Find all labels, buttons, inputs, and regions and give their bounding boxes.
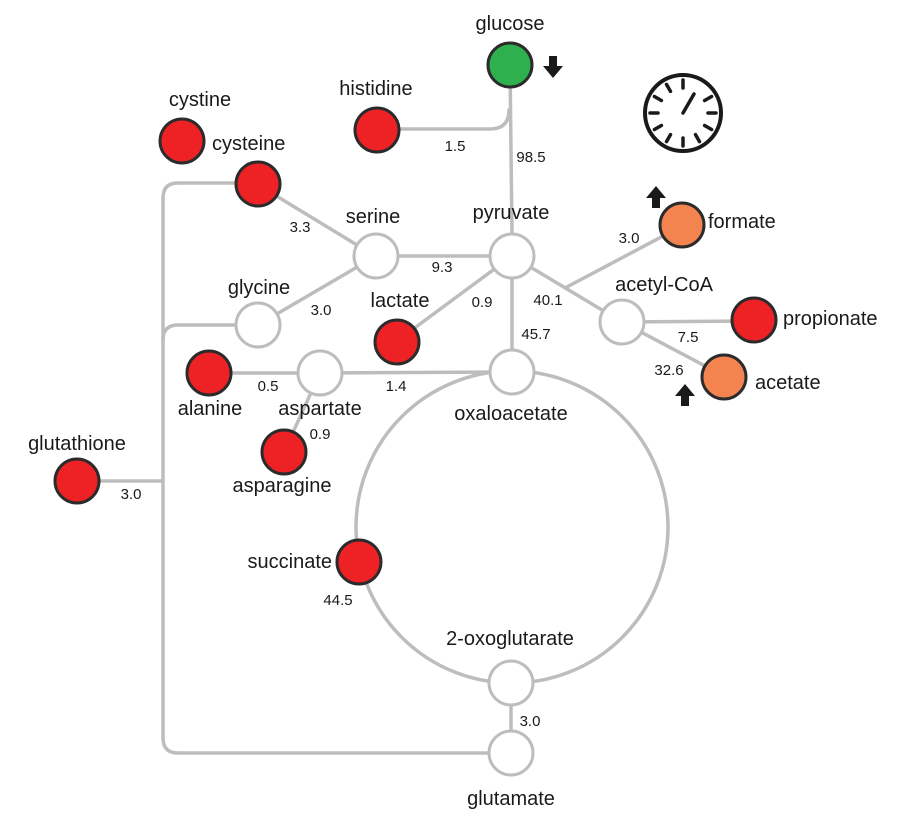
node-acetate[interactable] [700, 353, 748, 401]
flux-oxoglutarate-glutamate: 3.0 [520, 713, 541, 730]
node-oxoglutarate[interactable] [487, 659, 535, 707]
flux-lactate-pyruvate: 0.9 [472, 294, 493, 311]
node-succinate[interactable] [335, 538, 383, 586]
node-oxaloacetate[interactable] [488, 348, 536, 396]
flux-serine-pyruvate: 9.3 [432, 259, 453, 276]
node-glutamate[interactable] [487, 729, 535, 777]
node-cystine[interactable] [158, 117, 206, 165]
arrow-up-icon [646, 186, 666, 208]
node-acetyl-coa[interactable] [598, 298, 646, 346]
node-glucose[interactable] [486, 41, 534, 89]
edge-glutamate-glutathione-loop [161, 181, 513, 755]
label-aspartate: aspartate [278, 398, 361, 420]
flux-succinate: 44.5 [323, 592, 352, 609]
label-lactate: lactate [371, 290, 430, 312]
flux-values: 1.5 98.5 3.3 9.3 3.0 3.0 0.9 40.1 45.7 7… [121, 138, 699, 730]
metabolite-labels: glucose histidine cystine cysteine serin… [28, 13, 877, 810]
label-oxaloacetate: oxaloacetate [454, 403, 567, 425]
flux-glutathione-glutamate: 3.0 [121, 486, 142, 503]
arrow-down-icon [543, 56, 563, 78]
label-pyruvate: pyruvate [473, 202, 550, 224]
label-succinate: succinate [248, 551, 333, 573]
flux-pyruvate-oxaloacetate: 45.7 [521, 326, 550, 343]
flux-acetyl-coa-acetate: 32.6 [654, 362, 683, 379]
arrow-up-icon [675, 384, 695, 406]
node-asparagine[interactable] [260, 428, 308, 476]
label-acetate: acetate [755, 372, 821, 394]
label-formate: formate [708, 211, 776, 233]
edge-histidine-pyruvate [375, 108, 511, 131]
edge-lactate-pyruvate [395, 254, 514, 343]
stopwatch-icon [643, 73, 723, 153]
flux-cysteine-serine: 3.3 [290, 219, 311, 236]
node-serine[interactable] [352, 232, 400, 280]
label-alanine: alanine [178, 398, 243, 420]
label-serine: serine [346, 206, 400, 228]
label-glutathione: glutathione [28, 433, 126, 455]
direction-arrows [543, 56, 695, 406]
metabolite-nodes [53, 41, 778, 777]
flux-histidine-pyruvate: 1.5 [445, 138, 466, 155]
node-glutathione[interactable] [53, 457, 101, 505]
label-asparagine: asparagine [233, 475, 332, 497]
edge-glycine-branch [161, 323, 260, 344]
node-histidine[interactable] [353, 106, 401, 154]
flux-aspartate-asparagine: 0.9 [310, 426, 331, 443]
label-histidine: histidine [339, 78, 412, 100]
flux-pyruvate-formate: 3.0 [619, 230, 640, 247]
label-acetyl-coa: acetyl-CoA [615, 274, 713, 296]
edge-aspartate-oxaloacetate [318, 370, 514, 375]
node-lactate[interactable] [373, 318, 421, 366]
flux-alanine-aspartate: 0.5 [258, 378, 279, 395]
node-pyruvate[interactable] [488, 232, 536, 280]
edge-glucose-pyruvate [508, 64, 514, 236]
flux-pyruvate-acetyl-coa: 40.1 [533, 292, 562, 309]
flux-glycine-serine: 3.0 [311, 302, 332, 319]
node-cysteine[interactable] [234, 160, 282, 208]
label-propionate: propionate [783, 308, 878, 330]
flux-acetyl-coa-propionate: 7.5 [678, 329, 699, 346]
node-glycine[interactable] [234, 301, 282, 349]
label-glucose: glucose [476, 13, 545, 35]
label-cysteine: cysteine [212, 133, 285, 155]
label-oxoglutarate: 2-oxoglutarate [446, 628, 574, 650]
label-glycine: glycine [228, 277, 290, 299]
node-formate[interactable] [658, 201, 706, 249]
label-cystine: cystine [169, 89, 231, 111]
label-glutamate: glutamate [467, 788, 555, 810]
node-aspartate[interactable] [296, 349, 344, 397]
node-alanine[interactable] [185, 349, 233, 397]
node-propionate[interactable] [730, 296, 778, 344]
flux-aspartate-oxaloacetate: 1.4 [386, 378, 407, 395]
flux-glucose-pyruvate: 98.5 [516, 149, 545, 166]
